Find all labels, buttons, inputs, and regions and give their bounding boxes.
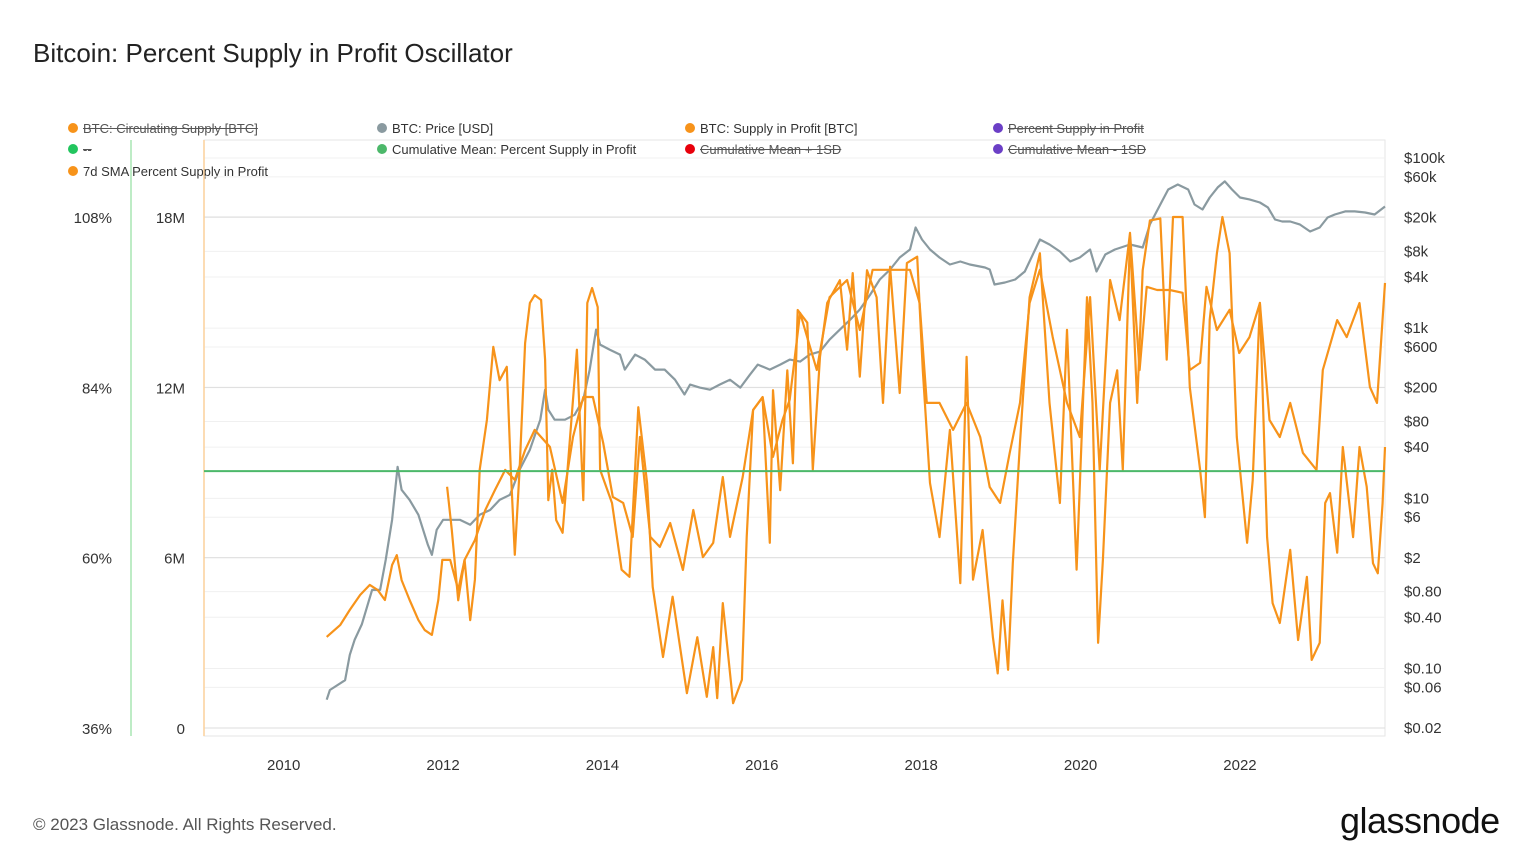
supply-tick-label: 0 [177, 721, 185, 738]
chart-title: Bitcoin: Percent Supply in Profit Oscill… [33, 38, 513, 68]
x-tick-label: 2020 [1064, 757, 1097, 774]
legend-item[interactable]: Cumulative Mean - 1SD [993, 141, 1146, 157]
price-tick-label: $0.80 [1404, 584, 1442, 601]
legend-label: Cumulative Mean: Percent Supply in Profi… [392, 141, 637, 157]
legend-label: BTC: Circulating Supply [BTC] [83, 120, 258, 136]
supply-tick-label: 18M [156, 210, 185, 227]
sma-percent-line [446, 215, 1387, 705]
price-tick-label: $200 [1404, 380, 1437, 397]
legend-item[interactable]: 7d SMA Percent Supply in Profit [68, 163, 268, 179]
price-tick-label: $100k [1404, 150, 1445, 167]
legend-label: BTC: Supply in Profit [BTC] [700, 120, 858, 136]
percent-tick-label: 108% [74, 210, 112, 227]
legend-dot-icon [68, 123, 78, 133]
x-tick-label: 2012 [426, 757, 459, 774]
price-tick-label: $1k [1404, 320, 1429, 337]
legend-dot-icon [993, 144, 1003, 154]
x-tick-label: 2022 [1223, 757, 1256, 774]
x-tick-label: 2018 [905, 757, 938, 774]
legend-label: -- [83, 141, 92, 157]
price-line [325, 180, 1386, 701]
supply-tick-label: 12M [156, 380, 185, 397]
price-tick-label: $80 [1404, 414, 1429, 431]
price-tick-label: $20k [1404, 209, 1437, 226]
percent-tick-label: 84% [82, 380, 112, 397]
legend-label: Percent Supply in Profit [1008, 120, 1144, 136]
legend-dot-icon [377, 123, 387, 133]
legend-item[interactable]: BTC: Circulating Supply [BTC] [68, 120, 258, 136]
legend-label: Cumulative Mean - 1SD [1008, 141, 1146, 157]
x-tick-label: 2016 [745, 757, 778, 774]
price-tick-label: $0.40 [1404, 609, 1442, 626]
price-tick-label: $8k [1404, 243, 1429, 260]
glassnode-logo: glassnode [1340, 800, 1500, 841]
legend-item[interactable]: -- [68, 141, 92, 157]
price-tick-label: $0.10 [1404, 661, 1442, 678]
percent-tick-label: 36% [82, 721, 112, 738]
legend-item[interactable]: Cumulative Mean: Percent Supply in Profi… [377, 141, 636, 157]
price-tick-label: $60k [1404, 169, 1437, 186]
x-tick-label: 2014 [586, 757, 619, 774]
price-tick-label: $40 [1404, 439, 1429, 456]
price-tick-label: $4k [1404, 269, 1429, 286]
percent-tick-label: 60% [82, 551, 112, 568]
legend-dot-icon [68, 166, 78, 176]
legend-item[interactable]: BTC: Supply in Profit [BTC] [685, 120, 858, 136]
legend-dot-icon [993, 123, 1003, 133]
legend-label: Cumulative Mean + 1SD [700, 141, 842, 157]
price-tick-label: $10 [1404, 490, 1429, 507]
price-tick-label: $2 [1404, 550, 1421, 567]
legend-label: 7d SMA Percent Supply in Profit [83, 163, 268, 179]
supply-tick-label: 6M [164, 551, 185, 568]
x-tick-label: 2010 [267, 757, 300, 774]
legend-label: BTC: Price [USD] [392, 120, 494, 136]
price-tick-label: $0.06 [1404, 679, 1442, 696]
legend-item[interactable]: Cumulative Mean + 1SD [685, 141, 841, 157]
price-tick-label: $6 [1404, 509, 1421, 526]
legend-dot-icon [685, 144, 695, 154]
legend-item[interactable]: Percent Supply in Profit [993, 120, 1144, 136]
legend-item[interactable]: BTC: Price [USD] [377, 120, 493, 136]
legend-dot-icon [68, 144, 78, 154]
copyright-footer: © 2023 Glassnode. All Rights Reserved. [33, 815, 337, 834]
price-tick-label: $600 [1404, 339, 1437, 356]
legend-dot-icon [685, 123, 695, 133]
price-tick-label: $0.02 [1404, 720, 1442, 737]
legend-dot-icon [377, 144, 387, 154]
